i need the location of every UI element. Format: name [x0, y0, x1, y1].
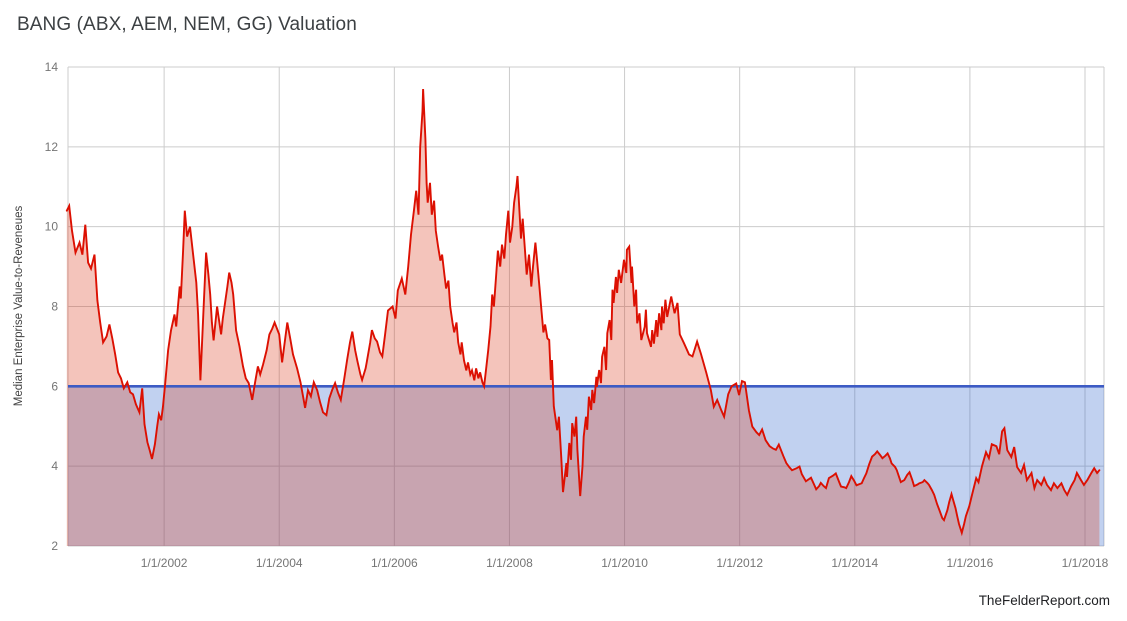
- threshold-fill: [68, 386, 1104, 546]
- y-tick-label: 8: [51, 300, 58, 314]
- valuation-area-series: [66, 89, 1100, 546]
- y-tick-label: 10: [45, 220, 59, 234]
- x-tick-label: 1/1/2018: [1062, 556, 1109, 570]
- x-tick-label: 1/1/2008: [486, 556, 533, 570]
- x-tick-label: 1/1/2012: [716, 556, 763, 570]
- threshold-area-series: [68, 386, 1104, 546]
- valuation-stroke: [65, 88, 1101, 537]
- x-tick-label: 1/1/2002: [141, 556, 188, 570]
- y-axis-tick-labels: 2 4 6 8 10 12 14: [45, 60, 59, 553]
- valuation-line: [65, 88, 1101, 537]
- y-tick-label: 2: [51, 539, 58, 553]
- x-tick-label: 1/1/2016: [947, 556, 994, 570]
- x-tick-label: 1/1/2004: [256, 556, 303, 570]
- x-axis-tick-labels: 1/1/2002 1/1/2004 1/1/2006 1/1/2008 1/1/2010…: [141, 556, 1109, 570]
- y-tick-label: 14: [45, 60, 59, 74]
- x-tick-label: 1/1/2010: [601, 556, 648, 570]
- x-tick-label: 1/1/2006: [371, 556, 418, 570]
- y-axis-title: Median Enterprise Value-to-Reveneues: [13, 205, 25, 406]
- watermark-footer: TheFelderReport.com: [978, 593, 1110, 608]
- x-tick-label: 1/1/2014: [831, 556, 878, 570]
- valuation-fill: [66, 89, 1100, 546]
- y-tick-label: 4: [51, 459, 58, 473]
- chart-title: BANG (ABX, AEM, NEM, GG) Valuation: [17, 14, 357, 35]
- y-tick-label: 6: [51, 379, 58, 393]
- y-tick-label: 12: [45, 140, 59, 154]
